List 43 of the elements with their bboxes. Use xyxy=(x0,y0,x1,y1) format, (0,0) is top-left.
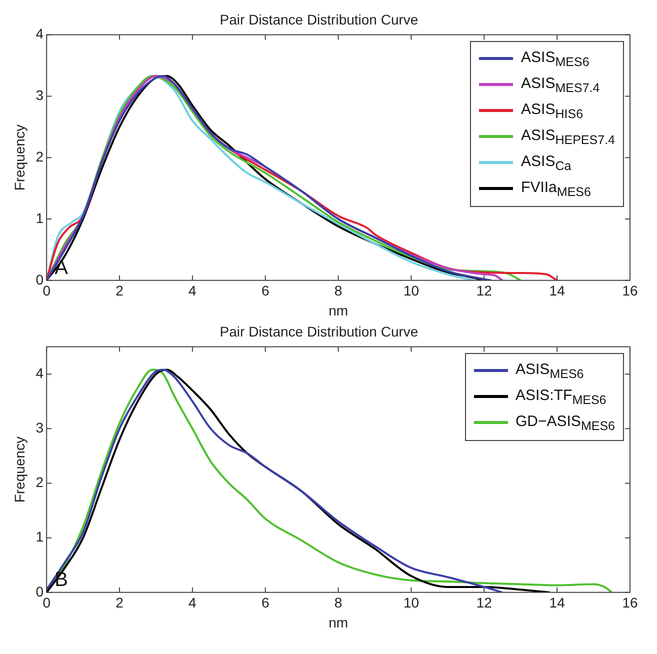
legend-label: ASIS$_{MES6}$ xyxy=(516,360,584,381)
y-tick-label: 0 xyxy=(36,271,44,288)
y-tick-label: 3 xyxy=(36,420,44,436)
x-tick-label: 8 xyxy=(334,594,342,611)
y-tick-label: 4 xyxy=(36,364,44,381)
x-tick-label: 14 xyxy=(549,282,566,299)
x-tick-label: 12 xyxy=(476,282,492,299)
x-tick-label: 4 xyxy=(188,282,197,299)
x-axis-title: nm xyxy=(328,302,348,318)
x-tick-label: 2 xyxy=(116,594,124,611)
y-tick-label: 2 xyxy=(36,474,44,490)
legend-label: ASIS$_{HEPES7.4}$ xyxy=(521,126,615,147)
y-tick-label: 3 xyxy=(36,87,44,104)
x-tick-label: 4 xyxy=(188,594,197,611)
y-tick-label: 2 xyxy=(36,148,44,164)
x-axis-title: nm xyxy=(328,614,348,630)
legend-label: ASIS$_{Ca}$ xyxy=(521,152,572,173)
annotation: A xyxy=(54,256,69,279)
x-tick-label: 10 xyxy=(403,594,420,611)
legend-label: ASIS$_{HIS6}$ xyxy=(521,100,584,121)
y-tick-label: 4 xyxy=(36,26,44,42)
y-axis-title: Frequency xyxy=(11,436,28,503)
x-tick-label: 8 xyxy=(334,282,342,299)
legend-label: ASIS$_{MES7.4}$ xyxy=(521,74,600,95)
x-tick-label: 6 xyxy=(261,594,270,611)
x-tick-label: 14 xyxy=(549,594,566,611)
y-tick-label: 0 xyxy=(36,583,44,600)
legend-label: ASIS:TF$_{MES6}$ xyxy=(516,386,606,407)
x-tick-label: 16 xyxy=(622,594,638,611)
legend-label: ASIS$_{MES6}$ xyxy=(521,48,590,69)
x-tick-label: 12 xyxy=(476,594,492,611)
chart-title: Pair Distance Distribution Curve xyxy=(220,11,418,28)
y-tick-label: 1 xyxy=(36,528,44,545)
annotation: B xyxy=(54,568,68,591)
y-tick-label: 1 xyxy=(36,210,44,226)
x-tick-label: 16 xyxy=(622,282,638,299)
x-tick-label: 2 xyxy=(116,282,124,299)
legend-label: FVIIa$_{MES6}$ xyxy=(521,178,591,199)
x-tick-label: 10 xyxy=(403,282,420,299)
x-tick-label: 6 xyxy=(261,282,270,299)
chart-title: Pair Distance Distribution Curve xyxy=(220,323,418,340)
y-axis-title: Frequency xyxy=(11,124,28,191)
legend-label: GD−ASIS$_{MES6}$ xyxy=(516,412,615,433)
